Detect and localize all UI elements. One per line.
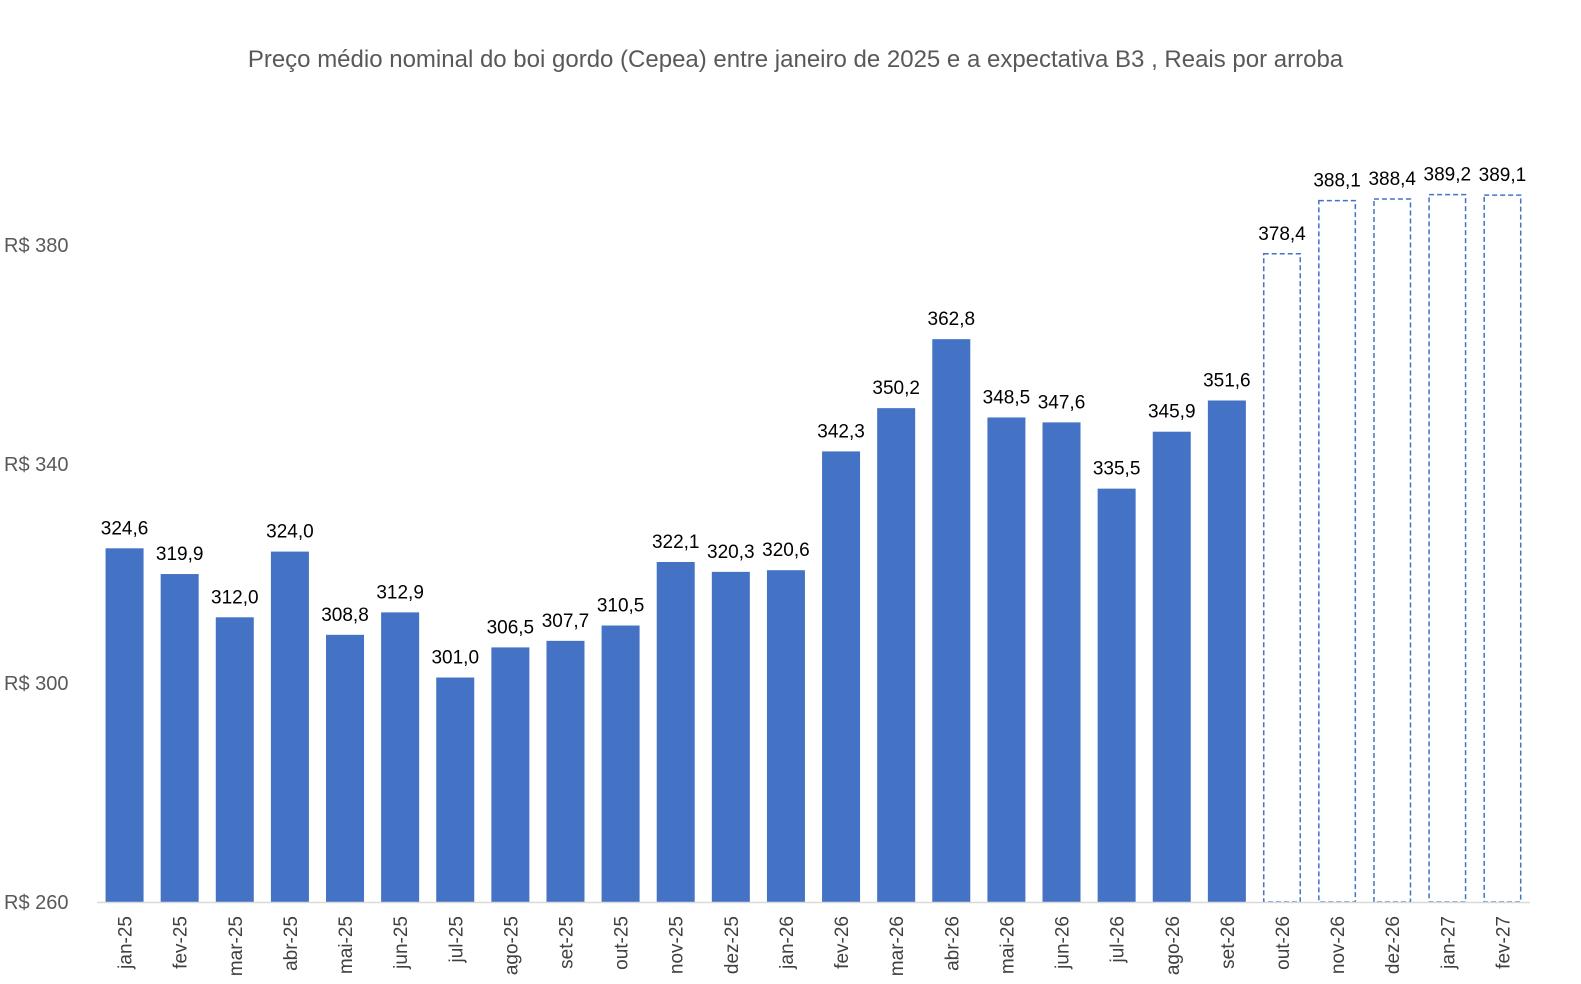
data-label: 319,9 bbox=[156, 544, 204, 565]
data-label: 320,3 bbox=[707, 542, 755, 563]
data-label: 378,4 bbox=[1258, 224, 1306, 245]
bar bbox=[877, 408, 916, 902]
x-tick-label: mai-25 bbox=[336, 916, 357, 974]
bar bbox=[766, 570, 805, 902]
data-labels: 324,6 319,9 312,0 324,0 308,8 312,9 301,0 306,5… bbox=[101, 165, 1526, 669]
x-tick-label: jun-26 bbox=[1053, 916, 1074, 970]
bar bbox=[270, 551, 309, 902]
x-tick-label: fev-25 bbox=[171, 916, 192, 969]
data-label: 350,2 bbox=[872, 378, 920, 399]
y-tick-label: R$ 300 bbox=[4, 673, 69, 695]
bar bbox=[491, 647, 530, 902]
data-label: 320,6 bbox=[762, 540, 810, 561]
y-tick-label: R$ 260 bbox=[4, 892, 69, 914]
bar bbox=[215, 617, 254, 902]
bar bbox=[822, 451, 861, 902]
bar-projected bbox=[1428, 193, 1467, 903]
y-tick-label: R$ 340 bbox=[4, 454, 69, 476]
bar bbox=[1097, 488, 1136, 902]
x-tick-label: jan-26 bbox=[777, 916, 798, 970]
data-label: 389,2 bbox=[1424, 165, 1472, 186]
x-tick-label: ago-26 bbox=[1163, 916, 1184, 975]
x-tick-label: nov-25 bbox=[667, 916, 688, 974]
x-axis: jan-25 fev-25 mar-25 abr-25 mai-25 jun-25 jul-… bbox=[97, 901, 1530, 976]
x-tick-label: dez-26 bbox=[1383, 916, 1404, 974]
x-tick-label: ago-25 bbox=[501, 916, 522, 975]
data-label: 351,6 bbox=[1203, 370, 1251, 391]
bar bbox=[932, 339, 971, 902]
bars bbox=[105, 193, 1522, 903]
x-tick-label: jul-25 bbox=[446, 916, 467, 963]
bar bbox=[546, 640, 585, 902]
data-label: 388,4 bbox=[1368, 169, 1416, 190]
data-label: 362,8 bbox=[928, 309, 976, 330]
bar bbox=[1207, 400, 1246, 902]
x-tick-label: jun-25 bbox=[391, 916, 412, 970]
bar bbox=[326, 634, 365, 902]
bar bbox=[601, 625, 640, 902]
bar bbox=[1042, 422, 1081, 902]
x-tick-label: mai-26 bbox=[997, 916, 1018, 974]
data-label: 388,1 bbox=[1313, 171, 1361, 192]
x-tick-label: dez-25 bbox=[722, 916, 743, 974]
bar bbox=[436, 677, 475, 902]
x-tick-label: abr-26 bbox=[942, 916, 963, 971]
data-label: 307,7 bbox=[542, 611, 590, 632]
data-label: 342,3 bbox=[817, 421, 865, 442]
bar bbox=[105, 548, 144, 902]
x-tick-label: nov-26 bbox=[1328, 916, 1349, 974]
data-label: 322,1 bbox=[652, 532, 700, 553]
x-tick-label: jul-26 bbox=[1108, 916, 1129, 963]
bar-projected bbox=[1262, 253, 1301, 903]
chart-title: Preço médio nominal do boi gordo (Cepea)… bbox=[247, 46, 1344, 73]
data-label: 348,5 bbox=[983, 387, 1031, 408]
x-tick-label: mar-26 bbox=[887, 916, 908, 976]
bar-projected bbox=[1483, 194, 1522, 903]
data-label: 308,8 bbox=[321, 605, 369, 626]
y-tick-label: R$ 380 bbox=[4, 235, 69, 257]
x-tick-label: mar-25 bbox=[226, 916, 247, 976]
x-tick-label: set-26 bbox=[1218, 916, 1239, 969]
data-label: 389,1 bbox=[1479, 165, 1527, 186]
data-label: 345,9 bbox=[1148, 402, 1196, 423]
data-label: 301,0 bbox=[431, 648, 479, 669]
bar-projected bbox=[1318, 199, 1357, 903]
bar bbox=[381, 612, 420, 902]
bar-projected bbox=[1373, 198, 1412, 903]
bar bbox=[711, 571, 750, 902]
bar bbox=[987, 417, 1026, 902]
y-axis: R$ 260 R$ 300 R$ 340 R$ 380 bbox=[4, 235, 69, 914]
x-tick-label: jan-25 bbox=[116, 916, 137, 970]
x-tick-label: set-25 bbox=[556, 916, 577, 969]
x-tick-label: fev-26 bbox=[832, 916, 853, 969]
data-label: 310,5 bbox=[597, 596, 645, 617]
data-label: 347,6 bbox=[1038, 392, 1086, 413]
data-label: 312,0 bbox=[211, 587, 259, 608]
data-label: 324,6 bbox=[101, 518, 149, 539]
data-label: 335,5 bbox=[1093, 459, 1141, 480]
x-tick-label: jan-27 bbox=[1438, 916, 1459, 970]
x-tick-label: fev-27 bbox=[1493, 916, 1514, 969]
data-label: 324,0 bbox=[266, 522, 314, 543]
x-tick-label: out-26 bbox=[1273, 916, 1294, 970]
bar bbox=[1152, 431, 1191, 902]
x-tick-label: out-25 bbox=[612, 916, 633, 970]
data-label: 312,9 bbox=[376, 582, 424, 603]
bar bbox=[656, 562, 695, 902]
data-label: 306,5 bbox=[487, 617, 535, 638]
bar bbox=[160, 574, 199, 902]
x-tick-label: abr-25 bbox=[281, 916, 302, 971]
